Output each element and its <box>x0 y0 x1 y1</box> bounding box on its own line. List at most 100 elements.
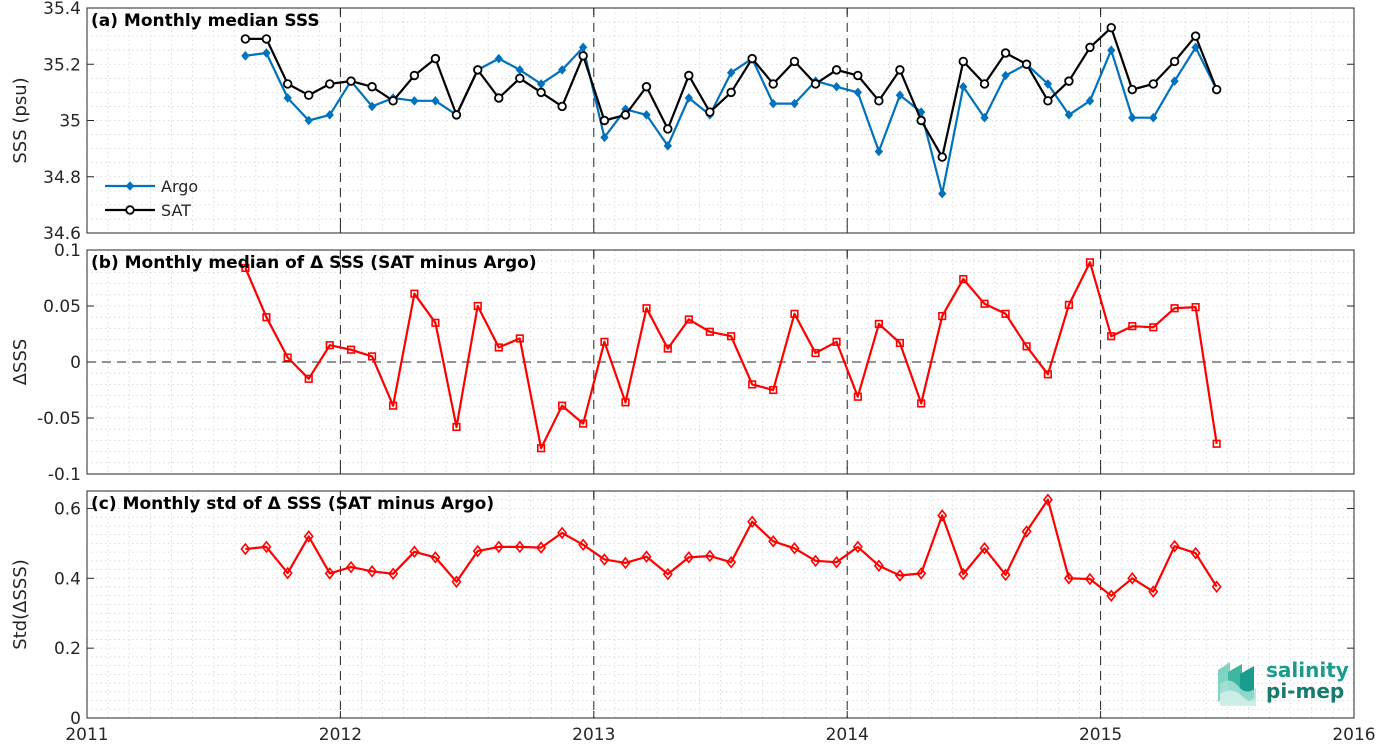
data-point <box>282 79 293 89</box>
data-point <box>641 550 652 563</box>
data-point <box>980 112 989 123</box>
data-point <box>430 551 441 564</box>
data-point <box>346 560 357 574</box>
salinity-pi-mep-logo: salinity pi-mep <box>1218 658 1349 706</box>
data-point <box>1191 42 1200 53</box>
logo-line1: salinity <box>1266 658 1349 682</box>
data-point <box>240 34 251 44</box>
data-point <box>705 327 714 336</box>
data-point <box>704 549 715 563</box>
series-line <box>245 498 1218 597</box>
x-tick-label: 2011 <box>65 725 108 745</box>
x-tick-label: 2015 <box>1079 725 1122 745</box>
data-point <box>240 542 251 556</box>
data-point <box>1022 342 1031 351</box>
data-point <box>494 343 503 352</box>
y-axis-label: ΔSSS <box>10 339 31 386</box>
data-point <box>283 353 292 362</box>
legend-label: Argo <box>161 177 198 196</box>
data-point <box>726 555 737 569</box>
data-point <box>1001 70 1010 81</box>
data-point <box>1063 572 1074 585</box>
data-point <box>895 338 905 348</box>
y-tick-label: 34.8 <box>43 168 81 188</box>
y-axis-label: Std(ΔSSS) <box>10 559 31 650</box>
y-tick-label: 0.1 <box>54 241 81 261</box>
data-point <box>431 318 440 327</box>
data-point <box>536 444 546 453</box>
legend-marker <box>125 205 135 215</box>
panel-b: -0.1 -0.05 0 0.05 0.1 ΔSSS (b) Monthly median … <box>10 241 1355 485</box>
data-point <box>1107 332 1116 341</box>
data-point <box>515 334 524 343</box>
data-point <box>1064 76 1074 86</box>
data-point <box>831 65 842 75</box>
x-tick-label: 2014 <box>826 725 869 745</box>
data-point <box>261 34 272 44</box>
data-point <box>367 352 377 361</box>
data-point <box>409 70 420 81</box>
data-point <box>303 530 314 543</box>
axes-frame <box>86 490 1355 719</box>
data-point <box>874 319 883 329</box>
data-point <box>282 566 293 580</box>
data-point <box>832 337 841 346</box>
data-point <box>430 53 441 64</box>
data-point <box>451 575 462 589</box>
data-point <box>1085 42 1095 53</box>
data-point <box>938 311 947 321</box>
data-point <box>1043 96 1053 106</box>
data-point <box>600 337 609 346</box>
legend-label: SAT <box>161 201 191 220</box>
data-point <box>1043 79 1053 89</box>
data-point <box>599 553 610 566</box>
data-point <box>895 65 905 75</box>
data-point <box>959 81 968 92</box>
data-point <box>747 515 758 529</box>
data-point <box>684 315 693 324</box>
data-point <box>325 341 334 350</box>
panel-title: (c) Monthly std of Δ SSS (SAT minus Argo… <box>91 494 494 514</box>
data-point <box>514 540 525 554</box>
data-point <box>599 115 610 126</box>
data-point <box>1191 303 1200 312</box>
data-point <box>1148 79 1159 89</box>
series-line <box>244 261 1218 450</box>
data-point <box>894 569 905 582</box>
data-point <box>916 115 926 126</box>
data-point <box>642 110 651 120</box>
data-point <box>1043 370 1052 379</box>
data-point <box>790 309 799 318</box>
data-point <box>579 419 588 428</box>
data-point <box>895 90 905 100</box>
data-point <box>662 567 673 581</box>
data-point <box>389 401 398 410</box>
data-point <box>705 107 715 117</box>
data-point <box>600 132 609 143</box>
data-point <box>853 87 863 98</box>
data-point <box>853 392 862 401</box>
data-point <box>1042 493 1053 507</box>
data-point <box>410 289 419 298</box>
data-point <box>1169 539 1180 553</box>
data-point <box>1190 31 1201 41</box>
data-point <box>874 146 884 157</box>
series-sat <box>240 22 1222 162</box>
data-point <box>557 101 567 112</box>
data-point <box>979 79 990 89</box>
data-point <box>558 401 567 410</box>
data-point <box>1084 572 1095 586</box>
series-delta <box>240 493 1222 603</box>
y-tick-label: 0.2 <box>54 639 81 659</box>
data-point <box>747 53 757 64</box>
data-point <box>1064 300 1074 309</box>
data-point <box>241 51 250 61</box>
data-point <box>1211 580 1222 593</box>
data-point <box>346 345 356 354</box>
data-point <box>852 540 863 554</box>
data-point <box>980 299 989 308</box>
logo-mark-icon <box>1218 662 1256 706</box>
data-point <box>810 79 821 89</box>
y-tick-label: -0.1 <box>48 465 81 485</box>
